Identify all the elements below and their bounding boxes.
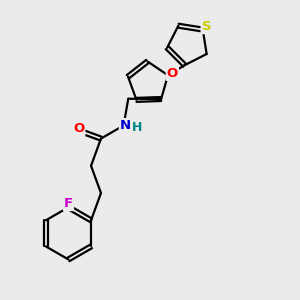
Text: H: H	[132, 121, 142, 134]
Text: N: N	[120, 119, 131, 132]
Text: F: F	[64, 197, 73, 210]
Text: O: O	[167, 67, 178, 80]
Text: S: S	[202, 20, 211, 33]
Text: O: O	[73, 122, 84, 135]
